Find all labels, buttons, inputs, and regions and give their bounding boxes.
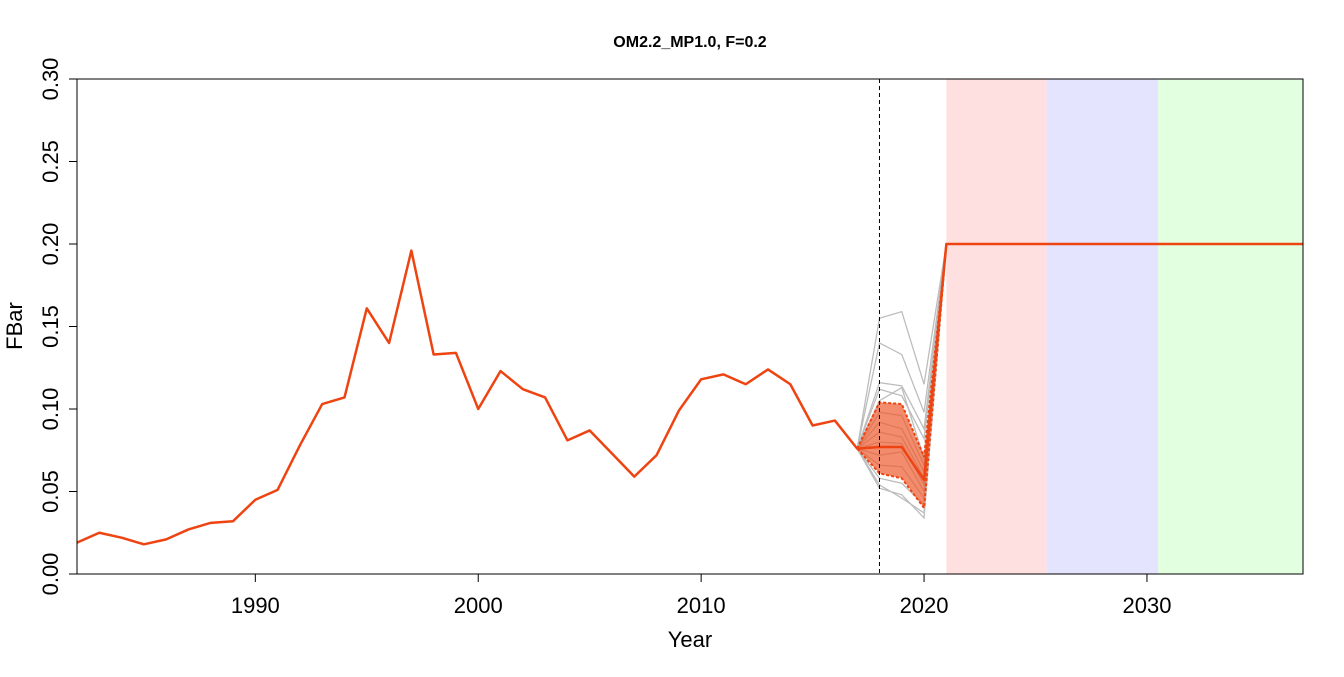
chart-title: OM2.2_MP1.0, F=0.2 — [613, 34, 767, 51]
iteration-line-14 — [856, 243, 947, 520]
x-tick-label: 2000 — [454, 593, 503, 618]
iteration-line-2 — [856, 243, 947, 449]
y-axis-label: FBar — [2, 302, 27, 350]
shaded-periods — [946, 79, 1303, 574]
y-axis: 0.00 0.05 0.10 0.15 0.20 0.25 0.30 — [38, 58, 78, 596]
band-upper-line — [856, 243, 948, 458]
band-lower-line — [856, 243, 948, 511]
y-tick-label: 0.20 — [38, 223, 63, 266]
median-series — [76, 242, 1303, 546]
iteration-line-3 — [856, 243, 947, 449]
confidence-band-area — [857, 244, 947, 508]
shaded-period-2 — [1046, 79, 1159, 574]
iteration-line-4 — [856, 243, 947, 449]
shaded-period-3 — [1158, 79, 1303, 574]
x-axis: 1990 2000 2010 2020 2030 — [231, 573, 1171, 618]
y-tick-label: 0.15 — [38, 305, 63, 348]
y-tick-label: 0.00 — [38, 553, 63, 596]
y-tick-label: 0.30 — [38, 58, 63, 101]
x-tick-label: 2030 — [1122, 593, 1171, 618]
x-tick-label: 1990 — [231, 593, 280, 618]
x-axis-label: Year — [668, 627, 712, 652]
x-tick-label: 2020 — [900, 593, 949, 618]
median-line — [76, 242, 1303, 546]
shaded-period-1 — [946, 79, 1047, 574]
confidence-band — [856, 243, 948, 511]
y-tick-label: 0.25 — [38, 140, 63, 183]
x-tick-label: 2010 — [677, 593, 726, 618]
iteration-line-1 — [856, 243, 947, 449]
y-tick-label: 0.05 — [38, 470, 63, 513]
y-tick-label: 0.10 — [38, 388, 63, 431]
